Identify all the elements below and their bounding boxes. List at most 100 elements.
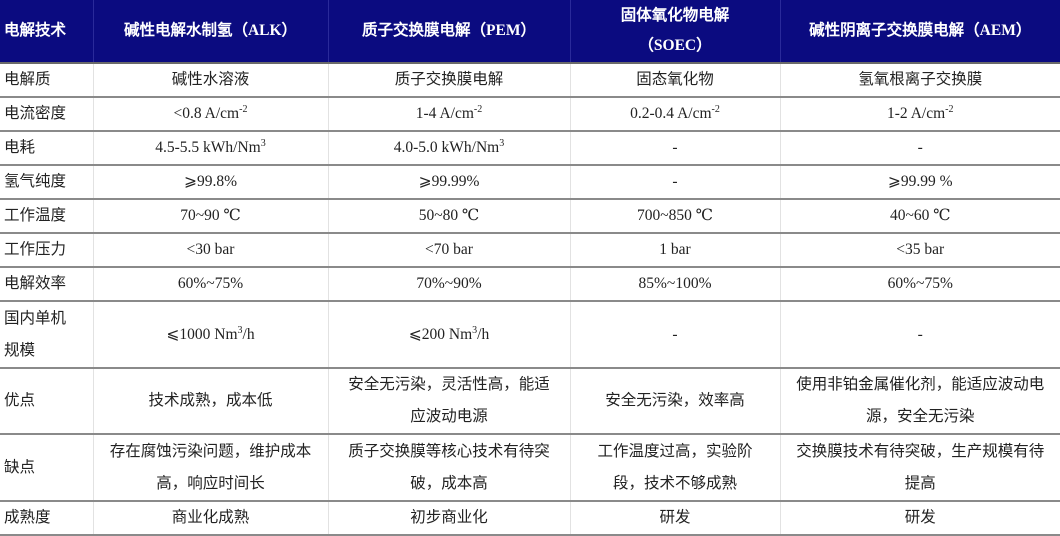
table-row: 缺点 存在腐蚀污染问题，维护成本高，响应时间长 质子交换膜等核心技术有待突破，成本高… — [0, 434, 1060, 502]
cell-text: 4.0-5.0 kWh/Nm — [393, 139, 500, 156]
row-label: 电解效率 — [0, 267, 93, 302]
cell-text: 安全无污染，效率高 — [605, 392, 745, 409]
header-row: 电解技术 碱性电解水制氢（ALK） 质子交换膜电解（PEM） 固体氧化物电解（S… — [0, 0, 1060, 64]
table-cell: 研发 — [779, 501, 1060, 536]
cell-text: <0.8 A/cm — [173, 105, 240, 122]
row-label: 工作压力 — [0, 233, 93, 268]
table-cell: 1 bar — [569, 233, 780, 268]
superscript: -2 — [945, 103, 954, 115]
cell-text: 70%~90% — [416, 275, 482, 292]
table-cell: 初步商业化 — [327, 501, 570, 536]
table-cell: 60%~75% — [92, 267, 328, 302]
table-cell: 1-4 A/cm-2 — [327, 97, 570, 132]
table-cell: 存在腐蚀污染问题，维护成本高，响应时间长 — [92, 434, 328, 502]
table-cell: 使用非铂金属催化剂，能适应波动电源，安全无污染 — [779, 368, 1060, 435]
table-cell: ⩾99.8% — [92, 165, 328, 200]
table-cell: 安全无污染，效率高 — [569, 368, 780, 435]
cell-text: 商业化成熟 — [171, 509, 250, 526]
cell-text: 存在腐蚀污染问题，维护成本高，响应时间长 — [109, 442, 312, 492]
cell-text: <70 bar — [425, 241, 473, 258]
cell-text: 固态氧化物 — [636, 71, 714, 88]
table-cell: <70 bar — [327, 233, 570, 268]
cell-text: 初步商业化 — [410, 509, 488, 526]
table-cell: - — [779, 131, 1060, 166]
cell-text: 700~850 ℃ — [636, 207, 714, 224]
superscript: 3 — [260, 137, 266, 149]
superscript: 3 — [499, 137, 505, 149]
header-alk: 碱性电解水制氢（ALK） — [92, 0, 328, 64]
row-label: 国内单机规模 — [0, 301, 93, 369]
cell-text: ⩽200 Nm — [408, 325, 473, 343]
superscript: -2 — [239, 103, 248, 115]
table-cell: 50~80 ℃ — [327, 199, 570, 234]
table-cell: 商业化成熟 — [92, 501, 328, 536]
table-row: 电流密度 <0.8 A/cm-2 1-4 A/cm-2 0.2-0.4 A/cm-2 1… — [0, 97, 1060, 132]
table-cell: 0.2-0.4 A/cm-2 — [569, 97, 780, 132]
table-cell: - — [569, 165, 780, 200]
header-technology: 电解技术 — [0, 0, 93, 64]
cell-text: 70~90 ℃ — [180, 207, 241, 224]
superscript: -2 — [473, 103, 483, 115]
table-cell: <30 bar — [92, 233, 328, 268]
table-cell: ⩽200 Nm3/h — [327, 301, 570, 369]
table-cell: 质子交换膜电解 — [327, 63, 570, 98]
cell-text: ⩾99.99% — [418, 173, 480, 190]
cell-text: - — [917, 139, 923, 156]
row-label: 氢气纯度 — [0, 165, 93, 200]
cell-text: ⩾99.8% — [183, 173, 238, 190]
table-row: 氢气纯度 ⩾99.8% ⩾99.99% - ⩾99.99 % — [0, 165, 1060, 200]
table-cell: 70~90 ℃ — [92, 199, 328, 234]
cell-text: 4.5-5.5 kWh/Nm — [155, 139, 261, 156]
cell-text: 85%~100% — [638, 275, 712, 292]
table-cell: <35 bar — [779, 233, 1060, 268]
table-cell: 4.0-5.0 kWh/Nm3 — [327, 131, 570, 166]
header-pem: 质子交换膜电解（PEM） — [327, 0, 570, 64]
cell-text: 60%~75% — [887, 275, 953, 292]
row-label: 电解质 — [0, 63, 93, 98]
cell-text: ⩽1000 Nm — [166, 325, 238, 343]
table-row: 工作温度 70~90 ℃ 50~80 ℃ 700~850 ℃ 40~60 ℃ — [0, 199, 1060, 234]
header-soec: 固体氧化物电解（SOEC） — [569, 0, 780, 64]
cell-text: <30 bar — [186, 241, 235, 258]
table-cell: 碱性水溶液 — [92, 63, 328, 98]
table-row: 成熟度 商业化成熟 初步商业化 研发 研发 — [0, 501, 1060, 536]
table-cell: 工作温度过高，实验阶段，技术不够成熟 — [569, 434, 780, 502]
table-cell: <0.8 A/cm-2 — [92, 97, 328, 132]
table-cell: 技术成熟，成本低 — [92, 368, 328, 435]
cell-text: - — [672, 139, 678, 156]
cell-text: 氢氧根离子交换膜 — [858, 71, 983, 88]
header-aem: 碱性阴离子交换膜电解（AEM） — [779, 0, 1060, 64]
table-cell: 固态氧化物 — [569, 63, 780, 98]
table-row: 电解质 碱性水溶液 质子交换膜电解 固态氧化物 氢氧根离子交换膜 — [0, 63, 1060, 98]
table-row: 电解效率 60%~75% 70%~90% 85%~100% 60%~75% — [0, 267, 1060, 302]
cell-text: 40~60 ℃ — [889, 207, 951, 224]
superscript: -2 — [711, 103, 720, 115]
superscript: 3 — [472, 324, 478, 336]
cell-text: 0.2-0.4 A/cm — [630, 105, 712, 122]
row-label: 成熟度 — [0, 501, 93, 536]
cell-text: 交换膜技术有待突破，生产规模有待提高 — [796, 442, 1045, 492]
cell-text: 1 bar — [659, 241, 691, 258]
table-cell: 70%~90% — [327, 267, 570, 302]
table-cell: 40~60 ℃ — [779, 199, 1060, 234]
cell-text: 碱性水溶液 — [171, 71, 250, 88]
row-label: 缺点 — [0, 434, 93, 502]
table-cell: 安全无污染，灵活性高，能适应波动电源 — [327, 368, 570, 435]
cell-text: 60%~75% — [177, 275, 244, 292]
table-cell: 60%~75% — [779, 267, 1060, 302]
cell-text: 工作温度过高，实验阶段，技术不够成熟 — [597, 442, 753, 492]
table-cell: 4.5-5.5 kWh/Nm3 — [92, 131, 328, 166]
table-cell: - — [779, 301, 1060, 369]
table-cell: - — [569, 131, 780, 166]
table-cell: - — [569, 301, 780, 369]
cell-text: <35 bar — [896, 241, 945, 258]
table-row: 工作压力 <30 bar <70 bar 1 bar <35 bar — [0, 233, 1060, 268]
cell-text: 研发 — [904, 509, 936, 526]
row-label: 电流密度 — [0, 97, 93, 132]
cell-text: - — [672, 173, 678, 190]
cell-text: 技术成熟，成本低 — [148, 392, 273, 409]
superscript: 3 — [237, 324, 243, 336]
cell-text: - — [672, 325, 678, 343]
cell-text: 1-4 A/cm — [415, 105, 474, 122]
